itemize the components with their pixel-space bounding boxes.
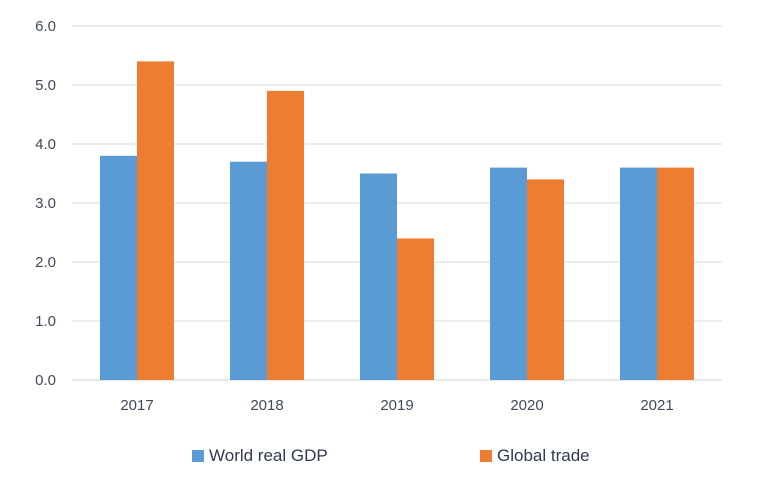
bar-global-trade-2021: [657, 167, 694, 380]
x-axis-ticks: 2017 2018 2019 2020 2021: [120, 397, 673, 414]
x-tick-label: 2017: [120, 397, 153, 414]
y-tick-label: 0.0: [35, 372, 56, 389]
bar-world-real-gdp-2021: [620, 167, 657, 380]
bar-world-real-gdp-2019: [360, 173, 397, 380]
y-tick-label: 1.0: [35, 313, 56, 330]
bars: [100, 61, 694, 381]
x-tick-label: 2020: [510, 397, 543, 414]
bar-world-real-gdp-2017: [100, 155, 137, 380]
legend-label-gdp: World real GDP: [209, 446, 328, 465]
bar-global-trade-2018: [267, 90, 304, 381]
y-tick-label: 5.0: [35, 77, 56, 94]
bar-global-trade-2017: [137, 61, 174, 381]
legend-item-global-trade: Global trade: [480, 446, 590, 466]
bar-world-real-gdp-2020: [490, 167, 527, 380]
legend-swatch-gdp: [192, 450, 204, 462]
legend-item-world-real-gdp: World real GDP: [192, 446, 328, 466]
bar-global-trade-2019: [397, 238, 434, 380]
y-tick-label: 6.0: [35, 18, 56, 35]
legend-label-trade: Global trade: [497, 446, 590, 465]
bar-global-trade-2020: [527, 179, 564, 380]
bar-world-real-gdp-2018: [230, 161, 267, 380]
y-tick-label: 2.0: [35, 254, 56, 271]
x-tick-label: 2021: [640, 397, 673, 414]
x-tick-label: 2019: [380, 397, 413, 414]
x-tick-label: 2018: [250, 397, 283, 414]
y-tick-label: 3.0: [35, 195, 56, 212]
legend-swatch-trade: [480, 450, 492, 462]
y-tick-label: 4.0: [35, 136, 56, 153]
y-axis-ticks: 0.0 1.0 2.0 3.0 4.0 5.0 6.0: [35, 18, 56, 389]
